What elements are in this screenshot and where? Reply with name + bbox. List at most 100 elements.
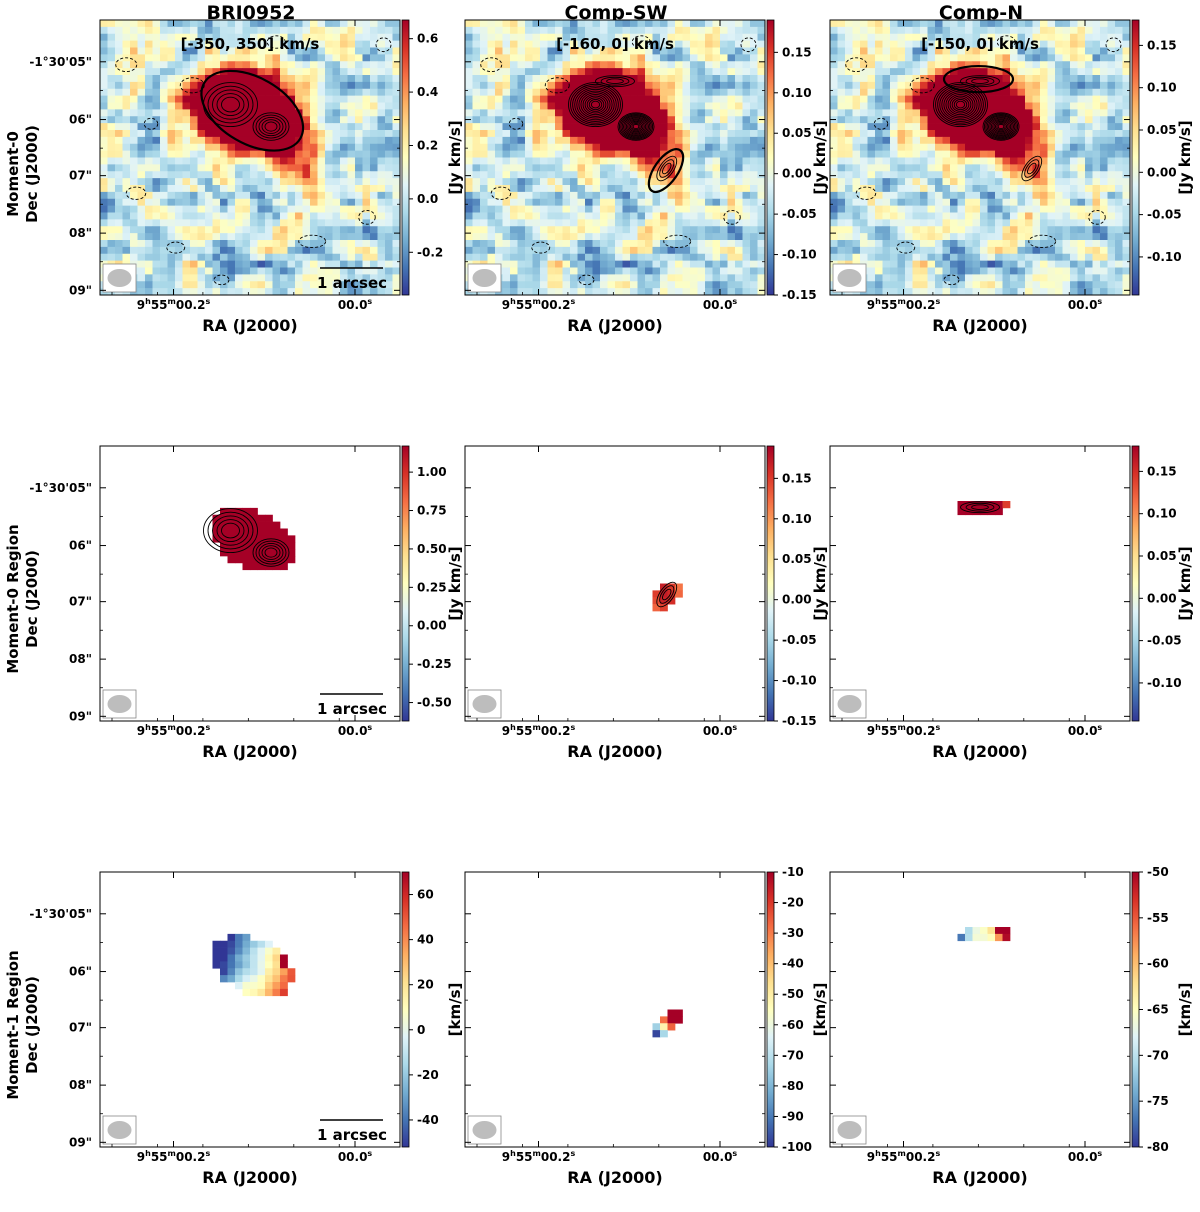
heatmap-cell (607, 102, 616, 110)
heatmap-cell (190, 136, 198, 145)
heatmap-cell (340, 178, 348, 186)
heatmap-cell (837, 171, 846, 179)
heatmap-cell (377, 274, 386, 282)
heatmap-cell (935, 116, 943, 124)
heatmap-cell (720, 212, 728, 220)
heatmap-cell (1040, 233, 1048, 241)
heatmap-cell (615, 185, 623, 193)
heatmap-cell (570, 116, 578, 124)
heatmap-cell (682, 81, 691, 90)
heatmap-cell (317, 26, 326, 35)
heatmap-cell (890, 260, 898, 268)
heatmap-cell (727, 246, 736, 255)
heatmap-cell (182, 47, 191, 55)
heatmap-cell (942, 123, 951, 131)
heatmap-cell (1055, 171, 1063, 179)
heatmap-cell (735, 171, 743, 179)
heatmap-cell (1017, 130, 1026, 138)
heatmap-cell (487, 75, 496, 83)
heatmap-cell (532, 157, 541, 165)
heatmap-cell (867, 274, 876, 282)
negative-contour-line (631, 35, 651, 49)
heatmap-cell (465, 81, 473, 90)
heatmap-cell (727, 130, 736, 138)
heatmap-cell (182, 33, 191, 41)
heatmap-cell (257, 116, 266, 124)
heatmap-cell (920, 20, 928, 28)
heatmap-cell (130, 26, 138, 35)
heatmap-cell (705, 95, 713, 103)
heatmap-cell (160, 95, 168, 103)
heatmap-cell (362, 281, 371, 289)
heatmap-cell (115, 20, 123, 28)
heatmap-cell (562, 226, 571, 234)
row-label-moment1-region: Moment-1 Region (4, 950, 22, 1099)
heatmap-cell (510, 109, 518, 117)
heatmap-cell (332, 164, 341, 172)
heatmap-cell (212, 233, 221, 241)
heatmap-cell (190, 191, 198, 200)
heatmap-cell (1047, 102, 1056, 110)
heatmap-cell (1122, 26, 1130, 35)
heatmap-cell (227, 109, 236, 117)
heatmap-cell (272, 40, 281, 48)
heatmap-cell (927, 143, 936, 151)
heatmap-cell (637, 253, 646, 261)
heatmap-cell (667, 81, 676, 90)
heatmap-cell (525, 178, 533, 186)
heatmap-cell (757, 130, 765, 138)
heatmap-cell (555, 288, 563, 295)
heatmap-cell (905, 198, 913, 206)
heatmap-cell (972, 40, 981, 48)
heatmap-cell (645, 164, 653, 172)
heatmap-cell (227, 47, 236, 55)
heatmap-cell (1070, 54, 1078, 62)
heatmap-cell (645, 274, 653, 282)
heatmap-cell (227, 288, 236, 295)
heatmap-cell (510, 171, 518, 179)
heatmap-cell (325, 267, 333, 275)
heatmap-cell (675, 95, 683, 103)
heatmap-cell (1032, 116, 1041, 124)
heatmap-cell (1115, 191, 1123, 200)
heatmap-cell (502, 267, 511, 275)
heatmap-cell (517, 95, 526, 103)
heatmap-cell (1025, 109, 1033, 117)
heatmap-cell (837, 123, 846, 131)
heatmap-cell (250, 88, 258, 96)
heatmap-cell (265, 281, 273, 289)
heatmap-cell (487, 26, 496, 35)
heatmap-cell (220, 233, 228, 241)
heatmap-cell (480, 123, 488, 131)
heatmap-cell (287, 54, 296, 62)
heatmap-cell (250, 68, 258, 76)
heatmap-cell (965, 20, 973, 28)
heatmap-cell (875, 164, 883, 172)
heatmap-cell (317, 81, 326, 90)
heatmap-cell (265, 253, 273, 261)
heatmap-cell (607, 47, 616, 55)
heatmap-cell (160, 88, 168, 96)
heatmap-cell (392, 198, 400, 206)
heatmap-cell (1100, 109, 1108, 117)
heatmap-cell (987, 198, 996, 206)
heatmap-cell (197, 116, 206, 124)
heatmap-cell (1115, 226, 1123, 234)
contour-line (574, 87, 617, 122)
heatmap-cell (920, 164, 928, 172)
heatmap-cell (720, 288, 728, 295)
heatmap-cell (122, 240, 131, 248)
heatmap-cell (1115, 150, 1123, 158)
heatmap-cell (705, 212, 713, 220)
heatmap-cell (957, 33, 966, 41)
heatmap-cell (547, 68, 556, 76)
heatmap-cell (965, 109, 973, 117)
heatmap-cell (280, 253, 288, 261)
aperture-ellipse (647, 148, 685, 194)
heatmap-cell (630, 198, 638, 206)
heatmap-cell (995, 171, 1003, 179)
heatmap-cell (890, 267, 898, 275)
heatmap-cell (182, 253, 191, 261)
heatmap-cell (592, 33, 601, 41)
heatmap-cell (160, 178, 168, 186)
